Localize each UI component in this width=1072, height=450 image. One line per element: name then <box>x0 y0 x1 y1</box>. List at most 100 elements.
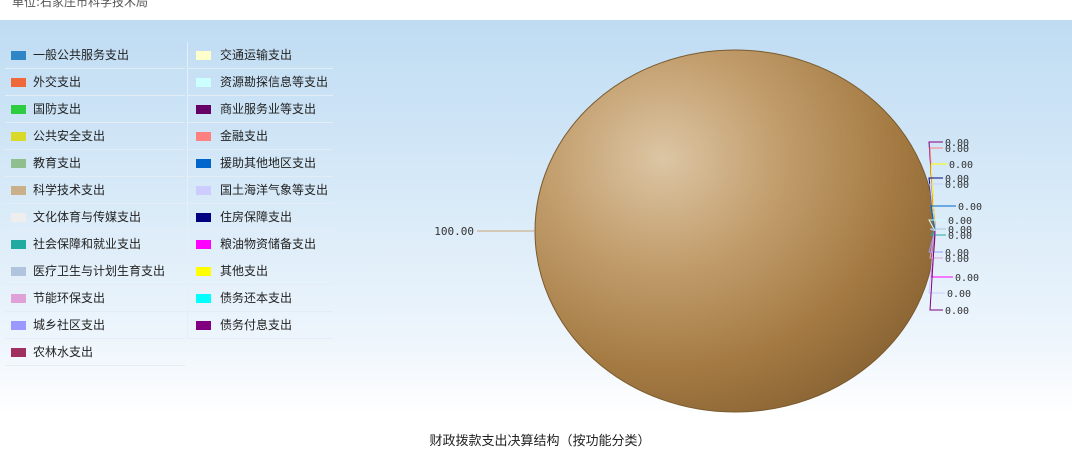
legend-item[interactable]: 教育支出 <box>5 150 185 177</box>
legend-swatch <box>196 213 211 222</box>
legend-swatch <box>11 294 26 303</box>
legend-swatch <box>11 105 26 114</box>
legend-column-right: 交通运输支出资源勘探信息等支出 商业服务业等支出 金融支出援助其他地区支出 国土海洋气… <box>187 42 333 339</box>
slice-value-label: 100.00 <box>434 225 474 238</box>
legend-label: 外交支出 <box>33 75 82 89</box>
legend-item[interactable]: 资源勘探信息等支出 <box>188 69 333 96</box>
zero-slice-label: 0.00 <box>955 273 979 284</box>
legend-item[interactable]: 节能环保支出 <box>5 285 185 312</box>
legend-label: 债务付息支出 <box>220 318 293 332</box>
legend-item[interactable]: 国防支出 <box>5 96 185 123</box>
legend-swatch <box>11 51 26 60</box>
legend-swatch <box>196 240 211 249</box>
legend-swatch <box>196 51 211 60</box>
legend-label: 科学技术支出 <box>33 183 106 197</box>
legend-item[interactable]: 公共安全支出 <box>5 123 185 150</box>
legend-item[interactable]: 外交支出 <box>5 69 185 96</box>
top-strip: 单位:石家庄市科学技术局 <box>0 0 1072 20</box>
legend-swatch <box>196 159 211 168</box>
zero-slice-label: 0.00 <box>945 144 969 155</box>
legend-swatch <box>196 186 211 195</box>
legend-item[interactable]: 农林水支出 <box>5 339 185 366</box>
legend-swatch <box>11 240 26 249</box>
legend-item[interactable]: 其他支出 <box>188 258 333 285</box>
legend-swatch <box>11 132 26 141</box>
zero-slice-leader <box>930 163 947 232</box>
legend-item[interactable]: 文化体育与传媒支出 <box>5 204 185 231</box>
legend-label: 医疗卫生与计划生育支出 <box>33 264 166 278</box>
legend-label: 国土海洋气象等支出 <box>220 183 329 197</box>
legend-label: 商业服务业等支出 <box>220 102 317 116</box>
legend-swatch <box>196 294 211 303</box>
legend-item[interactable]: 债务还本支出 <box>188 285 333 312</box>
legend-item[interactable]: 交通运输支出 <box>188 42 333 69</box>
legend-swatch <box>196 267 211 276</box>
legend-label: 城乡社区支出 <box>33 318 106 332</box>
legend-label: 社会保障和就业支出 <box>33 237 142 251</box>
legend-label: 其他支出 <box>220 264 269 278</box>
legend-label: 住房保障支出 <box>220 210 293 224</box>
zero-slice-label: 0.00 <box>945 138 969 149</box>
zero-slice-label: 0.00 <box>947 289 971 300</box>
zero-slice-label: 0.00 <box>948 216 972 227</box>
legend-item[interactable]: 金融支出 <box>188 123 333 150</box>
legend-swatch <box>196 132 211 141</box>
zero-slice-label: 0.00 <box>948 225 972 236</box>
chart-caption: 财政拨款支出决算结构（按功能分类） <box>429 434 651 449</box>
zero-slice-label: 0.00 <box>945 174 969 185</box>
zero-slice-leader <box>929 230 946 236</box>
legend-item[interactable]: 社会保障和就业支出 <box>5 231 185 258</box>
legend-label: 节能环保支出 <box>33 291 106 305</box>
legend-label: 粮油物资储备支出 <box>220 237 317 251</box>
org-title: 单位:石家庄市科学技术局 <box>12 0 149 9</box>
zero-slice-leader <box>929 230 943 311</box>
legend-swatch <box>196 78 211 87</box>
legend-item[interactable]: 援助其他地区支出 <box>188 150 333 177</box>
legend-label: 资源勘探信息等支出 <box>220 75 329 89</box>
legend-swatch <box>11 159 26 168</box>
legend-item[interactable]: 一般公共服务支出 <box>5 42 185 69</box>
legend-item[interactable]: 商业服务业等支出 <box>188 96 333 123</box>
legend-item[interactable]: 住房保障支出 <box>188 204 333 231</box>
legend-label: 农林水支出 <box>33 345 94 359</box>
legend-item[interactable]: 医疗卫生与计划生育支出 <box>5 258 185 285</box>
legend-label: 国防支出 <box>33 102 82 116</box>
legend-swatch <box>11 78 26 87</box>
legend-swatch <box>11 348 26 357</box>
zero-slice-leader <box>928 219 946 232</box>
zero-slice-label: 0.00 <box>945 248 969 259</box>
legend-column-left: 一般公共服务支出 外交支出国防支出公共安全支出 教育支出科学技术支出文化体育与传媒支… <box>5 42 185 366</box>
zero-slice-label: 0.00 <box>948 231 972 242</box>
legend-swatch <box>196 105 211 114</box>
legend-label: 债务还本支出 <box>220 291 293 305</box>
legend-swatch <box>11 186 26 195</box>
zero-slice-label: 0.00 <box>945 306 969 317</box>
legend-label: 援助其他地区支出 <box>220 156 317 170</box>
zero-slice-leader <box>928 230 945 294</box>
zero-slice-label: 0.00 <box>949 160 973 171</box>
zero-slice-leader <box>930 205 956 232</box>
zero-slice-label: 0.00 <box>958 202 982 213</box>
zero-slice-leader <box>929 228 946 232</box>
legend-swatch <box>11 321 26 330</box>
legend-label: 一般公共服务支出 <box>33 48 130 62</box>
legend-label: 交通运输支出 <box>220 48 293 62</box>
legend-item[interactable]: 科学技术支出 <box>5 177 185 204</box>
legend-swatch <box>11 213 26 222</box>
legend-item[interactable]: 国土海洋气象等支出 <box>188 177 333 204</box>
zero-slice-leader <box>929 183 943 232</box>
legend-item[interactable]: 城乡社区支出 <box>5 312 185 339</box>
legend-item[interactable]: 债务付息支出 <box>188 312 333 339</box>
zero-slice-label: 0.00 <box>945 254 969 265</box>
zero-slice-label: 0.00 <box>945 180 969 191</box>
legend-label: 公共安全支出 <box>33 129 106 143</box>
legend-label: 文化体育与传媒支出 <box>33 210 142 224</box>
legend-label: 教育支出 <box>33 156 82 170</box>
pie-slice[interactable] <box>534 49 936 413</box>
legend-label: 金融支出 <box>220 129 269 143</box>
legend-swatch <box>11 267 26 276</box>
legend-swatch <box>196 321 211 330</box>
zero-slice-leader <box>928 230 943 253</box>
legend-item[interactable]: 粮油物资储备支出 <box>188 231 333 258</box>
